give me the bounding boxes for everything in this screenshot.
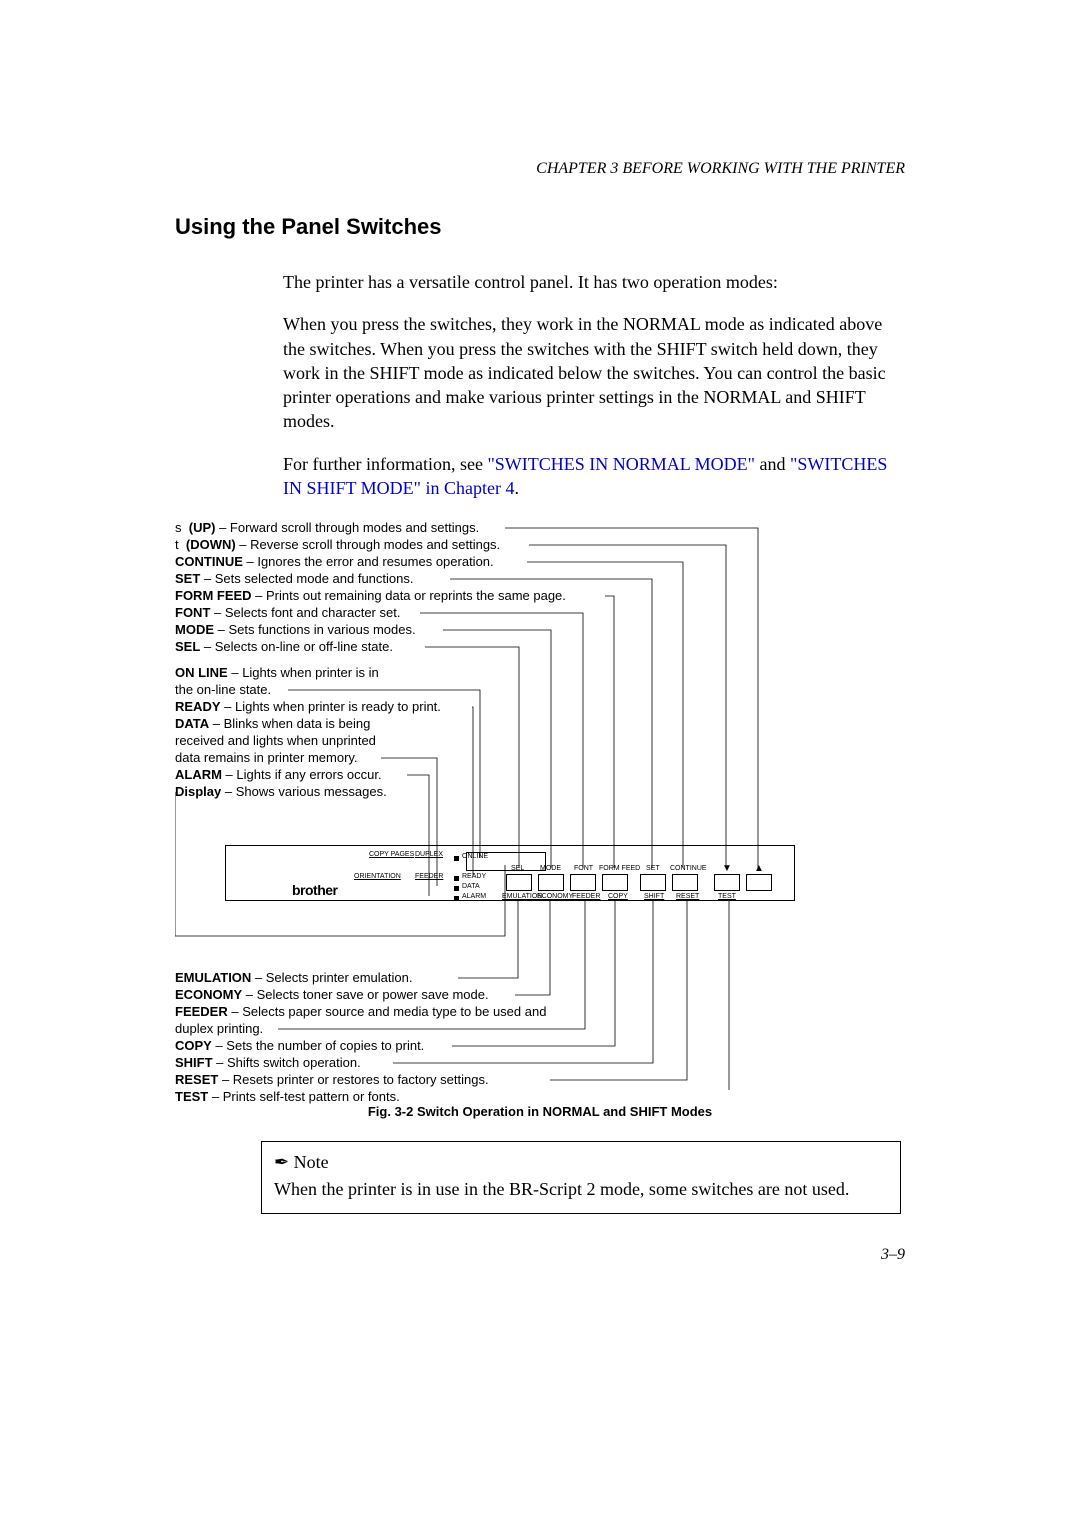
section-title: Using the Panel Switches — [175, 214, 905, 240]
def-up: s (UP) – Forward scroll through modes an… — [175, 520, 479, 537]
label-shift: SHIFT — [644, 893, 664, 900]
def-feeder-a: FEEDER – Selects paper source and media … — [175, 1004, 546, 1021]
def-set: SET – Sets selected mode and functions. — [175, 571, 413, 588]
label-set: SET — [646, 865, 660, 872]
btn-continue[interactable] — [672, 874, 698, 891]
def-test: TEST – Prints self-test pattern or fonts… — [175, 1089, 400, 1106]
led-ready-label: READY — [462, 873, 486, 880]
led-alarm-label: ALARM — [462, 893, 486, 900]
def-display: Display – Shows various messages. — [175, 784, 387, 801]
def-data-b: received and lights when unprinted — [175, 733, 376, 750]
label-feeder-top: FEEDER — [415, 873, 443, 880]
led-online-label: ONLINE — [462, 853, 488, 860]
def-online-a: ON LINE – Lights when printer is in — [175, 665, 379, 682]
def-formfeed: FORM FEED – Prints out remaining data or… — [175, 588, 566, 605]
def-alarm: ALARM – Lights if any errors occur. — [175, 767, 382, 784]
intro-paragraph-2: When you press the switches, they work i… — [283, 312, 905, 433]
def-font: FONT – Selects font and character set. — [175, 605, 400, 622]
btn-down[interactable] — [714, 874, 740, 891]
note-box: ✒ Note When the printer is in use in the… — [261, 1141, 901, 1214]
def-copy: COPY – Sets the number of copies to prin… — [175, 1038, 424, 1055]
def-down: t (DOWN) – Reverse scroll through modes … — [175, 537, 500, 554]
btn-formfeed[interactable] — [602, 874, 628, 891]
def-reset: RESET – Resets printer or restores to fa… — [175, 1072, 489, 1089]
label-reset: RESET — [676, 893, 699, 900]
def-mode: MODE – Sets functions in various modes. — [175, 622, 416, 639]
intro-paragraph-3: For further information, see "SWITCHES I… — [283, 452, 905, 501]
led-data-icon — [454, 886, 459, 891]
def-economy: ECONOMY – Selects toner save or power sa… — [175, 987, 489, 1004]
p3-end: . — [515, 478, 520, 498]
label-copypages: COPY PAGES — [369, 851, 414, 858]
def-data-a: DATA – Blinks when data is being — [175, 716, 370, 733]
p3-pre: For further information, see — [283, 454, 487, 474]
btn-font[interactable] — [570, 874, 596, 891]
def-data-c: data remains in printer memory. — [175, 750, 358, 767]
def-online-b: the on-line state. — [175, 682, 271, 699]
def-shift: SHIFT – Shifts switch operation. — [175, 1055, 361, 1072]
def-emulation: EMULATION – Selects printer emulation. — [175, 970, 412, 987]
led-ready-icon — [454, 876, 459, 881]
note-title: ✒ Note — [274, 1150, 888, 1174]
label-sel: SEL — [511, 865, 524, 872]
label-test: TEST — [718, 893, 736, 900]
label-continue: CONTINUE — [670, 865, 707, 872]
btn-mode[interactable] — [538, 874, 564, 891]
printer-panel: brother COPY PAGES DUPLEX ORIENTATION FE… — [225, 845, 795, 901]
led-alarm-icon — [454, 896, 459, 901]
def-sel: SEL – Selects on-line or off-line state. — [175, 639, 393, 656]
intro-paragraph-1: The printer has a versatile control pane… — [283, 270, 905, 294]
page-number: 3–9 — [881, 1246, 905, 1264]
note-body: When the printer is in use in the BR-Scr… — [274, 1177, 888, 1201]
chapter-header: CHAPTER 3 BEFORE WORKING WITH THE PRINTE… — [175, 160, 905, 178]
figure-caption: Fig. 3-2 Switch Operation in NORMAL and … — [175, 1104, 905, 1119]
panel-diagram: s (UP) – Forward scroll through modes an… — [175, 520, 905, 1090]
def-continue: CONTINUE – Ignores the error and resumes… — [175, 554, 494, 571]
label-copy: COPY — [608, 893, 628, 900]
link-normal-mode[interactable]: "SWITCHES IN NORMAL MODE" — [487, 454, 755, 474]
btn-set[interactable] — [640, 874, 666, 891]
label-formfeed: FORM FEED — [599, 865, 640, 872]
label-duplex: DUPLEX — [415, 851, 443, 858]
btn-up[interactable] — [746, 874, 772, 891]
led-data-label: DATA — [462, 883, 480, 890]
label-orientation: ORIENTATION — [354, 873, 401, 880]
led-online-icon — [454, 856, 459, 861]
label-down-arrow: ▼ — [722, 863, 732, 874]
label-economy: ECONOMY — [537, 893, 573, 900]
def-feeder-b: duplex printing. — [175, 1021, 263, 1038]
label-up-arrow: ▲ — [754, 863, 764, 874]
page-content: CHAPTER 3 BEFORE WORKING WITH THE PRINTE… — [175, 160, 905, 1214]
p3-mid: and — [755, 454, 790, 474]
label-mode: MODE — [540, 865, 561, 872]
label-feeder: FEEDER — [572, 893, 600, 900]
brother-logo: brother — [292, 882, 338, 898]
btn-sel[interactable] — [506, 874, 532, 891]
label-font: FONT — [574, 865, 593, 872]
def-ready: READY – Lights when printer is ready to … — [175, 699, 441, 716]
